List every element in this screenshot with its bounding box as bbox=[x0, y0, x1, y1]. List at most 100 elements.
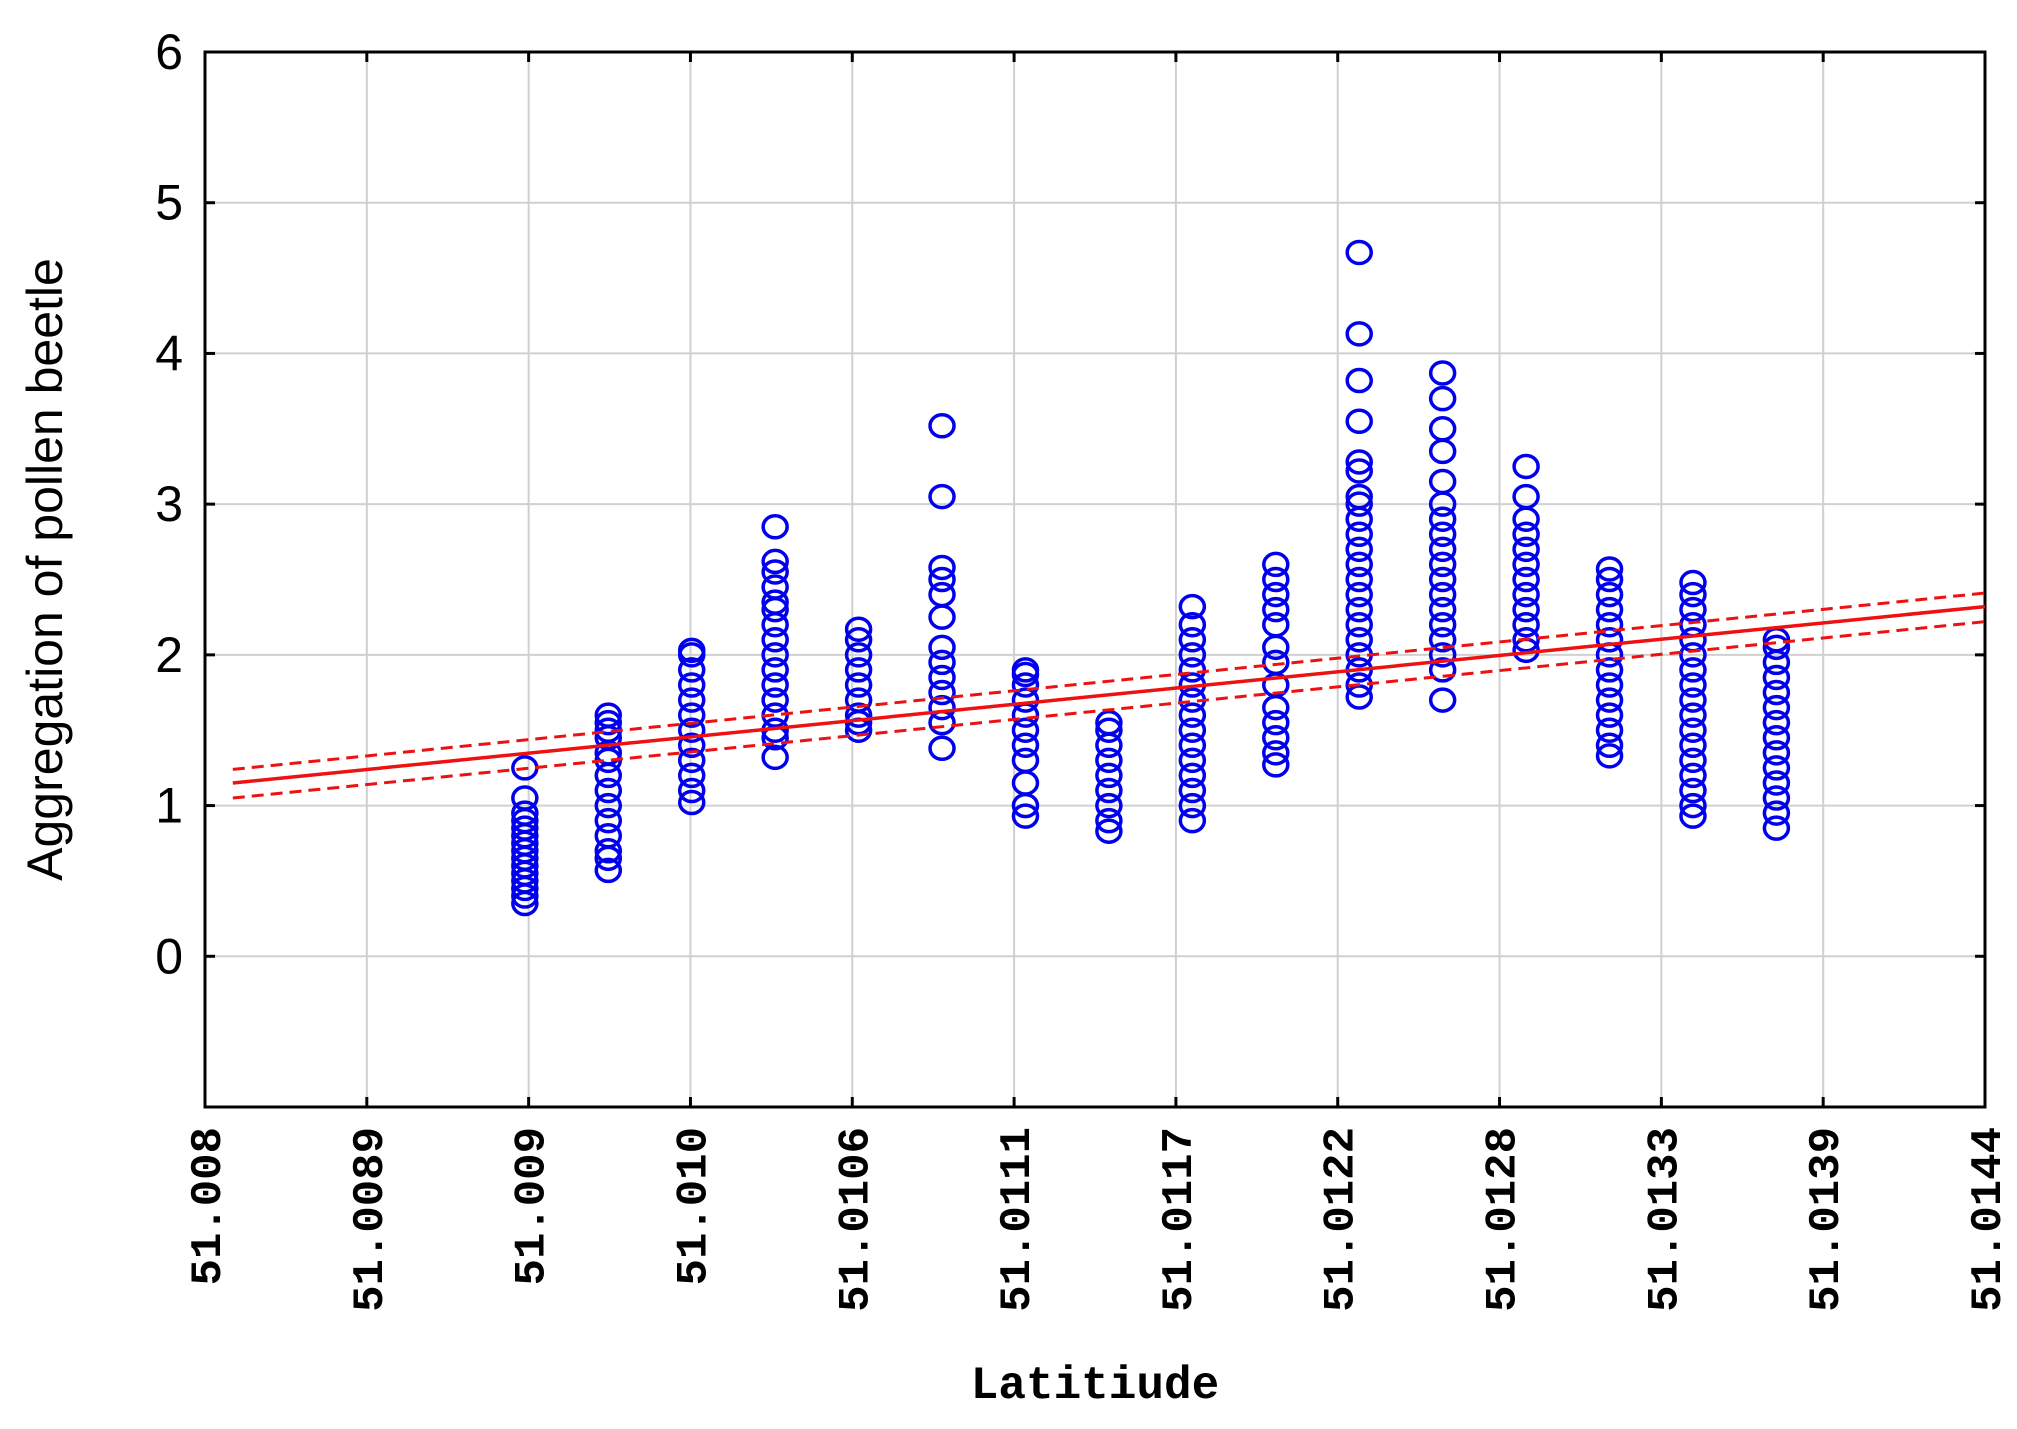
data-point bbox=[1178, 657, 1207, 683]
data-point bbox=[1428, 536, 1457, 563]
x-tick-label: 51.0089 bbox=[346, 1127, 396, 1312]
data-point bbox=[594, 822, 623, 849]
y-axis-title: Aggregation of pollen beetle bbox=[17, 258, 73, 881]
data-point bbox=[1345, 611, 1373, 638]
regression-lines bbox=[232, 591, 1986, 800]
data-point bbox=[1178, 747, 1207, 774]
data-point bbox=[1095, 717, 1123, 743]
data-point bbox=[1262, 566, 1290, 593]
data-point bbox=[844, 687, 873, 713]
data-point bbox=[1178, 777, 1207, 804]
data-point bbox=[1262, 709, 1290, 736]
data-point bbox=[928, 634, 956, 661]
data-point bbox=[1345, 551, 1373, 578]
data-point bbox=[1512, 596, 1540, 623]
data-point bbox=[677, 732, 706, 759]
data-point bbox=[1679, 687, 1707, 713]
data-point bbox=[1262, 649, 1290, 676]
data-point bbox=[594, 777, 623, 804]
data-point bbox=[511, 800, 539, 826]
data-point bbox=[1262, 694, 1290, 721]
data-point bbox=[1512, 506, 1540, 532]
data-point bbox=[1095, 818, 1123, 844]
data-point bbox=[1679, 803, 1707, 829]
data-point bbox=[1345, 536, 1373, 563]
data-point bbox=[1178, 762, 1207, 789]
data-point bbox=[928, 566, 956, 593]
data-point bbox=[1011, 717, 1040, 743]
data-point bbox=[844, 627, 873, 653]
data-point bbox=[1345, 581, 1373, 608]
data-point bbox=[1095, 777, 1123, 804]
x-tick-label: 51.0111 bbox=[993, 1127, 1043, 1312]
data-point bbox=[761, 627, 789, 653]
data-point bbox=[1679, 747, 1707, 774]
data-point bbox=[761, 672, 789, 698]
data-point bbox=[1679, 702, 1707, 728]
data-point bbox=[1595, 732, 1624, 759]
data-point bbox=[1428, 521, 1457, 548]
data-point bbox=[761, 657, 789, 683]
y-tick-label: 0 bbox=[155, 928, 183, 984]
data-point bbox=[1428, 642, 1457, 668]
data-point bbox=[1095, 792, 1123, 819]
data-point bbox=[1428, 596, 1457, 623]
data-point bbox=[1428, 627, 1457, 653]
data-point bbox=[1679, 792, 1707, 819]
data-point bbox=[1762, 664, 1791, 691]
data-point bbox=[761, 574, 789, 600]
data-point bbox=[1345, 367, 1373, 394]
data-point bbox=[677, 702, 706, 728]
data-point bbox=[1011, 803, 1040, 829]
data-point bbox=[1011, 747, 1040, 774]
data-point bbox=[1345, 483, 1373, 510]
data-point bbox=[1595, 743, 1624, 769]
data-point bbox=[1428, 416, 1457, 442]
data-point bbox=[1762, 785, 1791, 811]
data-point bbox=[1679, 657, 1707, 683]
data-point bbox=[1262, 596, 1290, 623]
data-point bbox=[1262, 752, 1290, 778]
data-point bbox=[1095, 709, 1123, 736]
data-point bbox=[677, 777, 706, 804]
plot-frame bbox=[203, 50, 1987, 1109]
data-point bbox=[1262, 551, 1290, 578]
data-point bbox=[928, 483, 956, 510]
data-point bbox=[1178, 807, 1207, 834]
data-point bbox=[1178, 642, 1207, 668]
data-point bbox=[1595, 687, 1624, 713]
data-point bbox=[1679, 672, 1707, 698]
data-point bbox=[1679, 581, 1707, 608]
data-point bbox=[1178, 792, 1207, 819]
data-point bbox=[1345, 408, 1373, 434]
data-point bbox=[1428, 385, 1457, 412]
y-tick-label: 5 bbox=[155, 175, 183, 231]
data-point bbox=[928, 649, 956, 676]
data-point bbox=[1595, 657, 1624, 683]
data-point bbox=[677, 717, 706, 743]
data-point bbox=[1095, 807, 1123, 834]
data-point bbox=[1762, 634, 1791, 661]
data-point bbox=[677, 747, 706, 774]
data-point bbox=[1345, 321, 1373, 347]
data-point bbox=[1011, 732, 1040, 759]
data-point bbox=[594, 702, 623, 728]
data-point bbox=[1512, 521, 1540, 548]
data-point bbox=[1345, 458, 1373, 484]
y-tick-label: 6 bbox=[155, 24, 183, 80]
data-point bbox=[1428, 581, 1457, 608]
data-point bbox=[1428, 360, 1457, 386]
scatter-points bbox=[511, 239, 1791, 917]
data-point bbox=[761, 548, 789, 575]
data-point bbox=[1178, 732, 1207, 759]
data-point bbox=[594, 838, 623, 864]
y-tick-label: 1 bbox=[155, 778, 183, 834]
data-point bbox=[1595, 596, 1624, 623]
data-point bbox=[1345, 491, 1373, 517]
axis-ticks bbox=[203, 50, 1987, 1107]
x-tick-label: 51.010 bbox=[669, 1127, 719, 1285]
data-point bbox=[1095, 747, 1123, 774]
data-point bbox=[844, 616, 873, 642]
x-tick-label: 51.0106 bbox=[831, 1127, 881, 1312]
data-point bbox=[1512, 483, 1540, 510]
